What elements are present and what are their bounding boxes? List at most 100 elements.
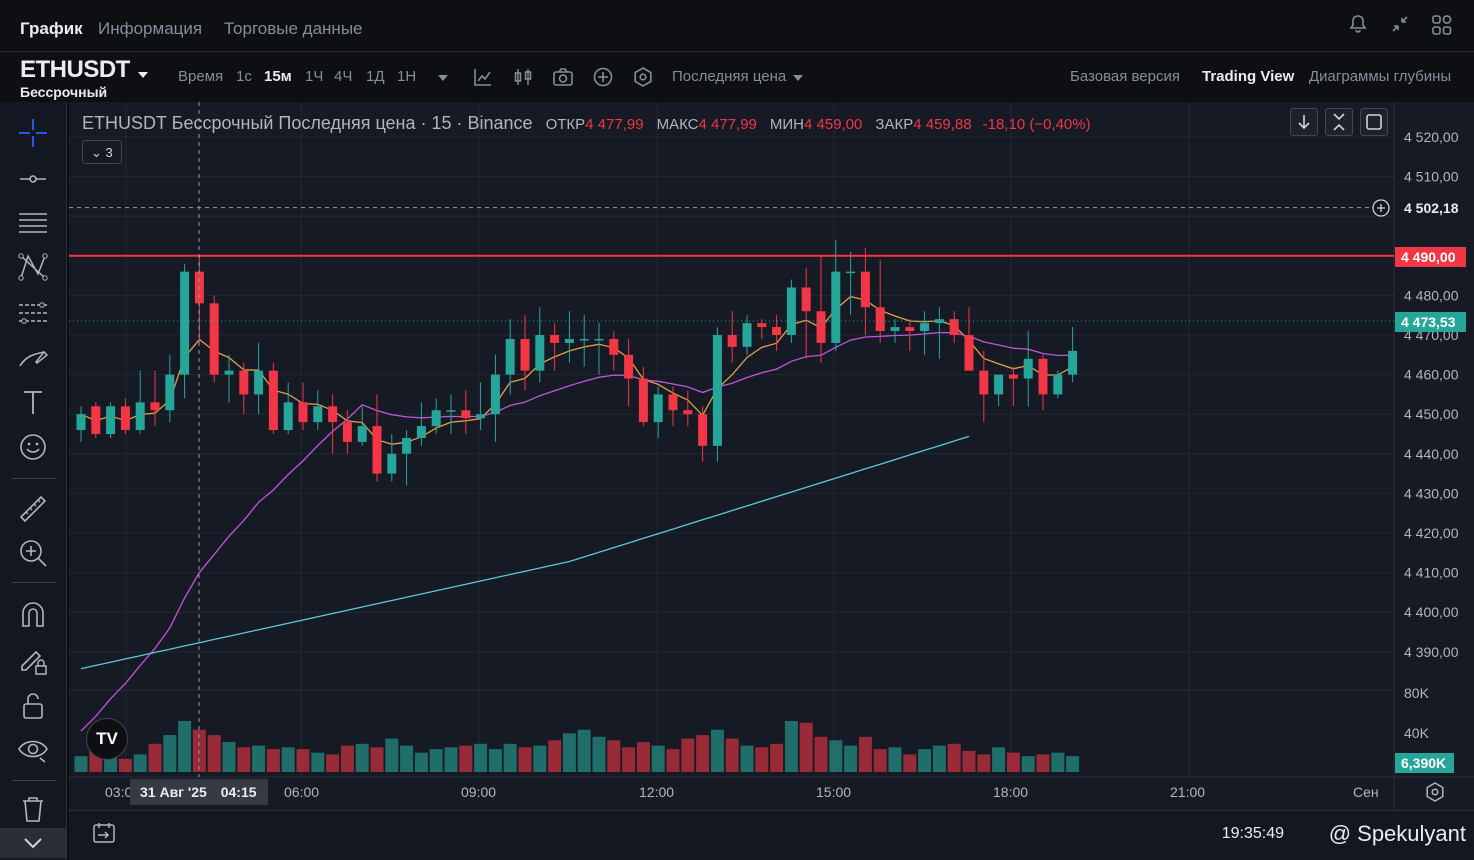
legend-low-label: МИН <box>769 116 804 133</box>
symbol-name[interactable]: ETHUSDT <box>20 56 130 83</box>
candle-body <box>594 338 604 341</box>
price-tick-label: 4 510,00 <box>1404 169 1459 185</box>
volume-bar <box>74 756 88 772</box>
interval-1s[interactable]: 1с <box>236 68 252 85</box>
candle-body <box>564 338 574 343</box>
pattern-icon[interactable] <box>16 250 50 284</box>
lock-drawing-icon[interactable] <box>16 644 50 678</box>
indicators-icon[interactable] <box>472 66 494 88</box>
volume-bar <box>414 752 428 772</box>
interval-4h[interactable]: 4Ч <box>334 68 353 85</box>
date-range-icon[interactable] <box>91 821 117 845</box>
text-icon[interactable] <box>16 386 50 420</box>
candle-body <box>1068 350 1078 375</box>
crosshair-price-tag: 4 502,18 <box>1370 198 1466 218</box>
collapse-pane-button[interactable] <box>1325 108 1353 136</box>
indicators-toggle[interactable]: ⌄ 3 <box>82 140 122 164</box>
chart-type-icon[interactable] <box>512 66 534 88</box>
candle-body <box>1023 358 1033 379</box>
scroll-down-button[interactable] <box>1290 108 1318 136</box>
chart-legend: ETHUSDT Бессрочный Последняя цена · 15 ·… <box>82 113 1091 134</box>
magnet-icon[interactable] <box>16 598 50 632</box>
candle-body <box>905 327 915 332</box>
trash-icon[interactable] <box>16 792 50 826</box>
candle-body <box>550 335 560 343</box>
interval-dropdown-icon[interactable] <box>438 75 448 81</box>
volume-bar <box>133 754 147 772</box>
settings-icon[interactable] <box>632 66 654 88</box>
grid-layout-icon[interactable] <box>1430 14 1454 38</box>
volume-bar <box>222 742 236 772</box>
volume-bar <box>1021 756 1035 772</box>
crosshair-icon[interactable] <box>16 116 50 150</box>
tool-divider <box>12 478 56 479</box>
maximize-pane-button[interactable] <box>1360 108 1388 136</box>
top-tab-bar: График Информация Торговые данные <box>0 0 1474 54</box>
collapse-icon[interactable] <box>1388 14 1412 38</box>
candle-body <box>239 370 249 395</box>
interval-15m[interactable]: 15м <box>264 68 292 85</box>
tab-info[interactable]: Информация <box>98 19 203 38</box>
unlock-icon[interactable] <box>16 688 50 722</box>
interval-1w[interactable]: 1Н <box>397 68 417 85</box>
candle-body <box>224 370 234 375</box>
price-chart[interactable]: 4 520,004 510,004 490,004 480,004 470,00… <box>69 102 1474 810</box>
horizontal-ray-icon[interactable] <box>16 162 50 196</box>
view-depth[interactable]: Диаграммы глубины <box>1309 68 1452 85</box>
tab-chart[interactable]: График <box>20 19 83 54</box>
crosshair-date: 31 Авг '25 <box>140 784 207 800</box>
add-icon[interactable] <box>592 66 614 88</box>
legend-title[interactable]: ETHUSDT Бессрочный Последняя цена · 15 ·… <box>82 113 533 133</box>
volume-bar <box>163 735 177 772</box>
brush-icon[interactable] <box>16 342 50 376</box>
volume-bar <box>1051 752 1065 772</box>
candle-body <box>712 335 722 446</box>
fib-retracement-icon[interactable] <box>16 296 50 330</box>
ruler-icon[interactable] <box>16 492 50 526</box>
interval-1d[interactable]: 1Д <box>366 68 385 85</box>
ma-slow-line <box>80 435 970 670</box>
volume-bar <box>725 738 739 772</box>
candle-body <box>698 414 708 446</box>
price-type-select[interactable]: Последняя цена <box>672 68 787 85</box>
candle-body <box>816 311 826 343</box>
toolbar-collapse-button[interactable] <box>0 828 66 858</box>
candle-body <box>461 410 471 419</box>
tab-trading-data[interactable]: Торговые данные <box>224 19 363 38</box>
candle-body <box>801 287 811 312</box>
time-tick-label: 21:00 <box>1170 784 1205 800</box>
clock[interactable]: 19:35:49 <box>1221 825 1284 842</box>
candle-body <box>920 323 930 332</box>
volume-bar <box>681 738 695 772</box>
bell-icon[interactable] <box>1346 14 1370 38</box>
candle-body <box>490 374 500 415</box>
volume-bar <box>1066 756 1080 772</box>
volume-tick-label: 80K <box>1404 685 1430 701</box>
candle-body <box>254 370 264 395</box>
volume-bar <box>1006 752 1020 772</box>
tradingview-logo[interactable]: TV <box>86 718 128 760</box>
volume-bar <box>518 747 532 772</box>
symbol-dropdown-icon[interactable] <box>138 72 148 78</box>
chart-pane[interactable]: 4 520,004 510,004 490,004 480,004 470,00… <box>69 102 1474 860</box>
camera-icon[interactable] <box>552 66 574 88</box>
ma-fast-line <box>80 295 1073 445</box>
interval-1h[interactable]: 1Ч <box>305 68 324 85</box>
lines-icon[interactable] <box>16 206 50 240</box>
axis-settings-icon[interactable] <box>1424 781 1446 803</box>
price-type-dropdown-icon[interactable] <box>793 75 803 81</box>
volume-bar <box>281 747 295 772</box>
view-tradingview[interactable]: Trading View <box>1202 68 1295 85</box>
view-basic[interactable]: Базовая версия <box>1070 68 1180 85</box>
candle-body <box>209 303 219 375</box>
volume-bar <box>636 742 650 772</box>
candle-body <box>120 406 130 431</box>
candle-body <box>668 394 678 411</box>
volume-bar <box>947 743 961 772</box>
price-tick-label: 4 480,00 <box>1404 287 1459 303</box>
visibility-icon[interactable] <box>16 732 50 766</box>
add-alert-icon[interactable] <box>1372 199 1390 217</box>
volume-bar <box>577 729 591 772</box>
emoji-icon[interactable] <box>16 430 50 464</box>
zoom-in-icon[interactable] <box>16 536 50 570</box>
